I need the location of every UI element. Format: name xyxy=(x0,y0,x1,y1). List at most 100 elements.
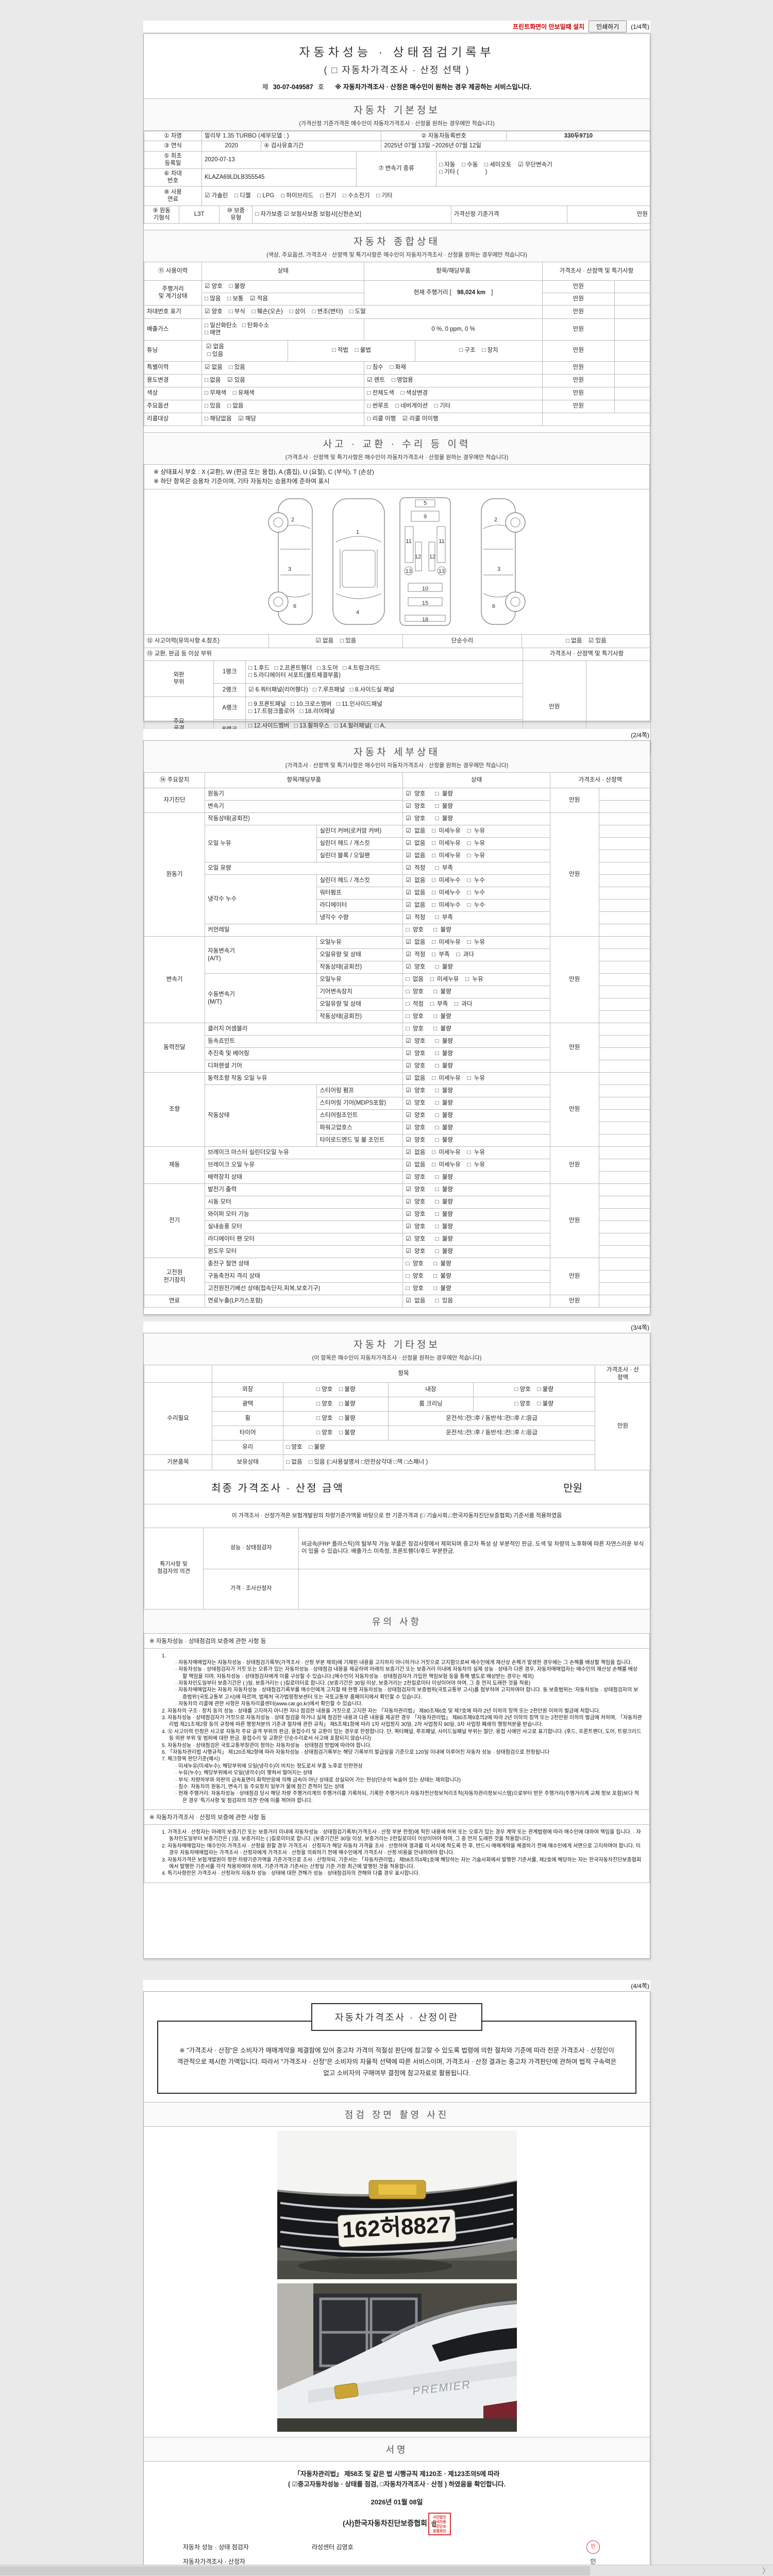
special-state-a: ☑ 없음 □ 있음 xyxy=(201,361,365,375)
price-cell: 만원 xyxy=(542,280,615,293)
accident-history-row: ⑫ 사고이력(유의사항 4.참조) ☑ 없음 □ 있음 단순수리 □ 없음 ☑ … xyxy=(143,634,651,648)
price-cell: 만원 xyxy=(549,1183,599,1258)
simple-repair-label: 단순수리 xyxy=(402,634,522,648)
sub-item-label: 오일누유 xyxy=(316,973,404,986)
state-options: ☑ 없음 □ 미세누유 □ 누유 xyxy=(402,936,550,949)
vin-label: ⑥ 차대 번호 xyxy=(144,168,202,187)
detail-row: 전기 발전기 출력 ☑ 양호 □ 불량 만원 xyxy=(143,1183,651,1258)
detail-row: 구동축전지 격리 상태 □ 양호 □ 불량 xyxy=(144,1270,651,1283)
value-cell xyxy=(598,1072,651,1085)
section-overall-header: 자동차 종합상태 (색상, 주요옵션, 가격조사 · 산정액 및 특기사항은 매… xyxy=(144,229,650,262)
overall-h-item: 항목/해당부품 xyxy=(364,261,543,281)
panel-number: 12 xyxy=(429,554,435,560)
etc-info-table: 항목 가격조사 · 산 정액 수리필요 외장 □ 양호 □ 불량 내장 □ 양호… xyxy=(143,1365,651,1470)
scrollbar-right-arrow[interactable]: 〉 xyxy=(762,2567,769,2575)
etc-h-blank xyxy=(143,1365,213,1383)
detail-row: 동력전달 클러치 어셈블리 □ 양호 □ 불량 만원 xyxy=(143,1023,651,1073)
recall-state-b: □ 리콜 이행 ☑ 리콜 미이행 xyxy=(364,412,543,426)
section-accident-header: 사고 · 교환 · 수리 등 이력 (가격조사 · 산정액 및 특기사항은 매수… xyxy=(144,432,650,465)
state-options: ☑ 양호 □ 불량 xyxy=(402,1183,550,1196)
inspection-photo-rear: PREMIER xyxy=(277,2283,517,2432)
detail-row: 라디에이터 팬 모터 ☑ 양호 □ 불량 xyxy=(144,1233,651,1246)
state-options: ☑ 양호 □ 불량 xyxy=(402,812,550,825)
etc-r3-state: □ 양호 □ 불량 xyxy=(283,1411,389,1426)
panel-number: 6 xyxy=(492,603,495,609)
usage-label: 용도변경 xyxy=(143,374,203,387)
state-options: ☑ 없음 □ 미세누수 □ 누수 xyxy=(402,899,550,912)
panel-number: 11 xyxy=(439,538,444,545)
state-options: ☑ 양호 □ 불량 xyxy=(402,1097,550,1110)
overall-state-table: ⑪ 사용이력 상태 항목/해당부품 가격조사 · 산정액 및 특기사항 주행거리… xyxy=(143,261,651,426)
mileage-pre: 현재 주행거리 [ xyxy=(413,289,451,296)
option-state-a: □ 있음 □ 없음 xyxy=(201,399,365,413)
value-cell xyxy=(598,1023,651,1036)
signature-org-name: (사)한국자동차진단보증협회 xyxy=(343,2519,427,2528)
sub-item-label: 오일유량 및 상태 xyxy=(316,948,404,961)
price-cell: 만원 xyxy=(542,374,615,387)
value-cell xyxy=(614,318,651,341)
panel-number: 3 xyxy=(497,566,500,572)
state-options: ☑ 없음 □ 미세누유 □ 누유 xyxy=(402,825,550,838)
stamp-text-line: 한국자동 xyxy=(433,2520,446,2524)
price-cell: 만원 xyxy=(549,812,599,937)
tuning-state-a: ☑ 없음 □ 있음 xyxy=(206,344,224,358)
exchange-label: ⑬ 교환, 판금 등 이상 부위 xyxy=(144,647,523,661)
state-options: ☑ 양호 □ 불량 xyxy=(402,1134,550,1147)
stamp-text-line: 차진단보 xyxy=(433,2524,446,2529)
value-cell xyxy=(598,812,651,825)
price-cell: 만원 xyxy=(542,386,615,400)
value-cell xyxy=(598,1010,651,1023)
install-hint[interactable]: 프린트화면이 안보일때 설치 xyxy=(512,23,585,30)
basic-info-row6: ⑨ 원동 기형식 L3T ⑩ 보증 유형 □ 자가보증 ☑ 보험사보증 보험사[… xyxy=(143,205,651,224)
value-cell xyxy=(598,1146,651,1159)
detail-row: 제동 브레이크 마스터 실린더오일 누유 ☑ 없음 □ 미세누유 □ 누유 만원 xyxy=(143,1146,651,1184)
value-cell xyxy=(614,280,651,293)
section-basic-title: 자동차 기본정보 xyxy=(354,105,440,116)
item-label: 추진축 및 베어링 xyxy=(205,1047,404,1060)
value-cell xyxy=(598,1060,651,1073)
mileage-state-1: ☑ 양호 □ 불량 xyxy=(201,280,365,293)
document-title: 자동차성능 · 상태점검기록부 xyxy=(299,45,495,59)
rank1-label: 1랭크 xyxy=(213,660,246,684)
detail-row: 오일 유량 ☑ 적정 □ 부족 xyxy=(144,862,651,875)
color-state-a: □ 무채색 □ 유채색 xyxy=(201,386,365,400)
etc-r2-state2: □ 양호 □ 불량 xyxy=(473,1397,595,1412)
scrollbar-thumb[interactable] xyxy=(0,2566,590,2575)
price-cell: 만원 xyxy=(549,1258,599,1295)
stamp-text-line: 증협회인 xyxy=(433,2529,446,2533)
value-cell xyxy=(598,924,651,937)
state-options: ☑ 없음 □ 미세누유 □ 누유 xyxy=(402,850,550,862)
recall-label: 리콜대상 xyxy=(143,412,203,426)
state-options: ☑ 적정 □ 부족 xyxy=(402,911,550,924)
detail-row: 수동변속기 (M/T) 오일누유 □ 없음 □ 미세누유 □ 누유 xyxy=(144,973,651,1023)
panel-number: 2 xyxy=(494,517,497,523)
panel-number: 6 xyxy=(293,603,296,609)
value-cell xyxy=(598,1122,651,1134)
value-cell xyxy=(598,1233,651,1246)
print-button[interactable]: 인쇄하기 xyxy=(589,20,627,32)
transmission-label: ⑦ 변속기 종류 xyxy=(356,150,436,187)
exchange-header-row: ⑬ 교환, 판금 등 이상 부위 가격조사 · 산정액 및 특기사항 xyxy=(144,647,651,661)
performance-note-line: · 자동차의 리콜에 관한 사항은 자동차리콜센터(www.car.go.kr)… xyxy=(175,1701,363,1707)
rank2-items: ☑ 6.쿼터패널(리어휀다) □ 7.루프패널 □ 8.사이드실 패널 xyxy=(245,683,523,697)
signature-date: 2026년 01월 08일 xyxy=(371,2498,423,2506)
state-options: ☑ 양호 □ 불량 xyxy=(402,1196,550,1209)
warranty-type-label: ⑩ 보증 유형 xyxy=(219,205,253,224)
transmission-line2: □ 기타 ( ) xyxy=(439,169,488,176)
value-cell xyxy=(598,986,651,998)
item-label: 충전구 절연 상태 xyxy=(205,1258,404,1270)
value-cell xyxy=(598,998,651,1011)
color-state-b: □ 전체도색 □ 색상변경 xyxy=(364,386,543,400)
exchange-price-header: 가격조사 · 산정액 및 특기사항 xyxy=(522,647,651,661)
signer-row: 자동차 성능 · 상태 점검자 라성센터 김영호 인 xyxy=(144,2540,650,2554)
horizontal-scrollbar[interactable]: 〉 xyxy=(0,2565,773,2576)
price-basis-note: 이 가격조사 · 산정가격은 보험개발원의 차량기준가액을 바탕으로 한 기준가… xyxy=(144,1504,650,1528)
basic-info-row34: ⑤ 최초 등록일 2020-07-13 ⑦ 변속기 종류 □ 자동 □ 수동 □… xyxy=(144,150,651,187)
section-detail-header: 자동차 세부상태 (가격조사 · 산정액 및 특기사항은 매수인이 자동차가격조… xyxy=(144,741,650,773)
device-group-label: 자기진단 xyxy=(143,788,206,813)
value-cell xyxy=(614,374,651,387)
etc-r4-state: □ 양호 □ 불량 xyxy=(283,1426,389,1440)
state-options: ☑ 없음 □ 미세누유 □ 누유 xyxy=(402,837,550,850)
print-toolbar: 프린트화면이 안보일때 설치 인쇄하기 (1/4쪽) xyxy=(143,20,650,32)
accident-note-2: ※ 하단 항목은 승용차 기준이며, 기타 자동차는 승용차에 준하여 표시 xyxy=(154,477,330,485)
